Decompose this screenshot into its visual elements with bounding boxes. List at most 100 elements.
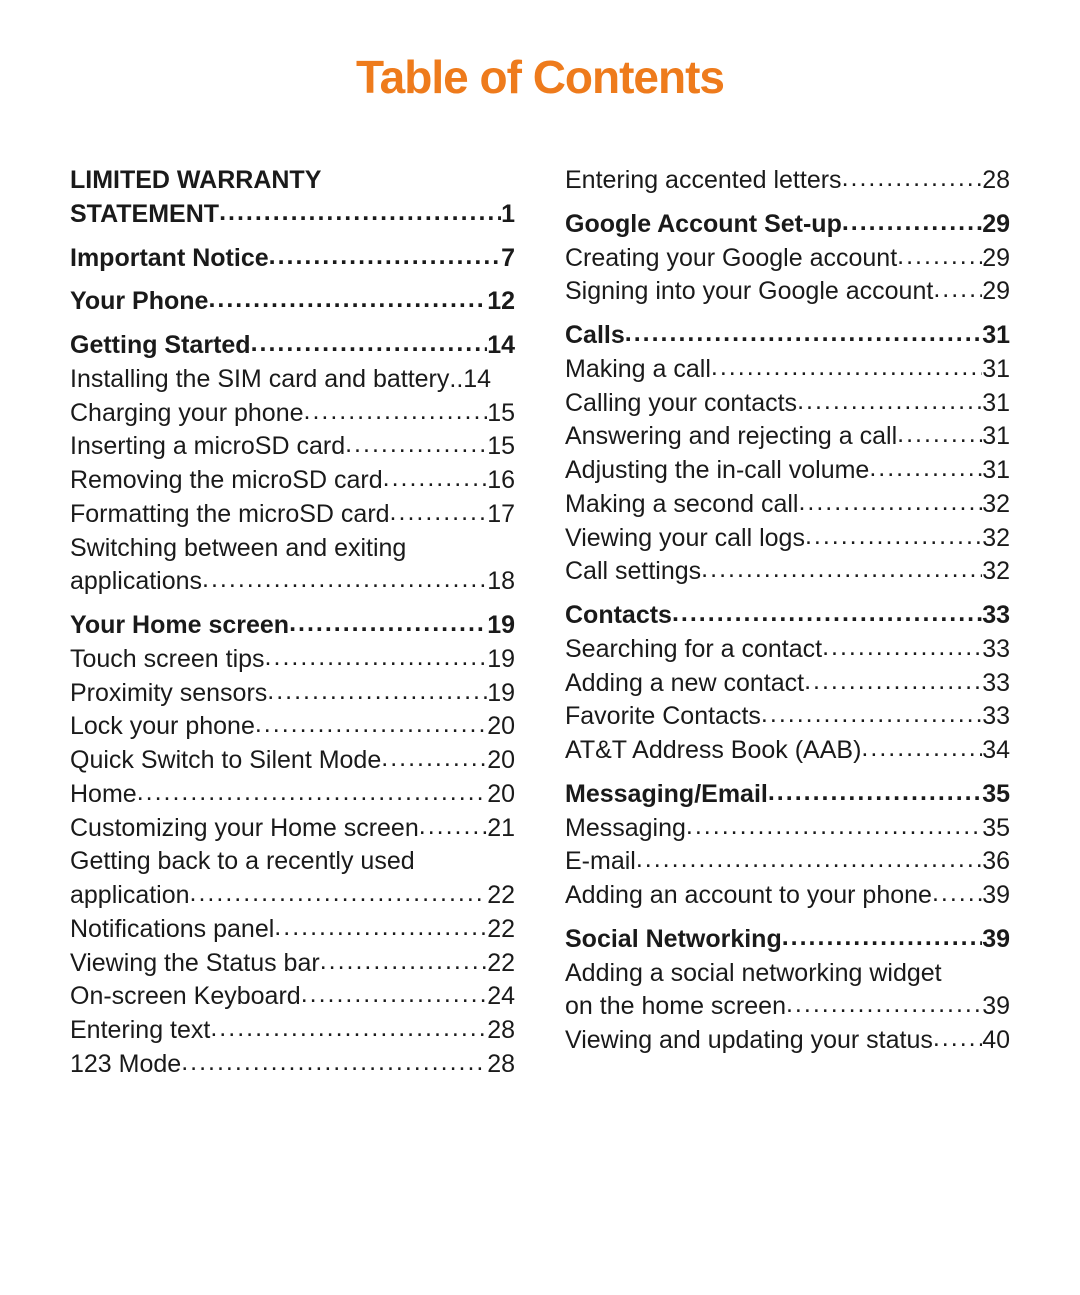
toc-page-number: 31 [982, 319, 1010, 353]
toc-leader [933, 273, 982, 307]
toc-page-number: 22 [487, 913, 515, 947]
toc-label: Adding an account to your phone [565, 879, 932, 913]
toc-leader [320, 945, 487, 979]
toc-leader [208, 283, 487, 317]
toc-page-number: 31 [982, 454, 1010, 488]
toc-label: Notifications panel [70, 913, 274, 947]
toc-page-number: 36 [982, 845, 1010, 879]
toc-page-number: 7 [501, 242, 515, 276]
toc-label: Entering accented letters [565, 164, 842, 198]
toc-label: Charging your phone [70, 397, 304, 431]
toc-item: Adding an account to your phone39 [565, 879, 1010, 913]
toc-leader [202, 563, 487, 597]
toc-section: Entering accented letters 28 [565, 164, 1010, 198]
toc-section: Social Networking 39Adding a social netwo… [565, 923, 1010, 1058]
toc-item: 123 Mode 28 [70, 1048, 515, 1082]
toc-item: Customizing your Home screen21 [70, 812, 515, 846]
toc-label: Adding a new contact [565, 667, 804, 701]
toc-page-number: 29 [982, 208, 1010, 242]
toc-page-number: 24 [487, 980, 515, 1014]
toc-leader [861, 732, 982, 766]
toc-label: Lock your phone [70, 710, 255, 744]
toc-label: application [70, 879, 190, 913]
toc-section-heading: Google Account Set-up29 [565, 208, 1010, 242]
toc-page-number: 32 [982, 522, 1010, 556]
toc-label-line: Switching between and exiting [70, 532, 515, 566]
toc-label: Installing the SIM card and battery [70, 363, 449, 397]
toc-item: Inserting a microSD card 15 [70, 430, 515, 464]
toc-item: On-screen Keyboard24 [70, 980, 515, 1014]
toc-page-number: 20 [487, 744, 515, 778]
toc-page-number: 12 [487, 285, 515, 319]
toc-item: Installing the SIM card and battery..14 [70, 363, 515, 397]
toc-label: 123 Mode [70, 1048, 181, 1082]
toc-page-number: 20 [487, 778, 515, 812]
toc-page-number: 28 [487, 1014, 515, 1048]
toc-page-number: 18 [487, 565, 515, 599]
toc-item: Searching for a contact33 [565, 633, 1010, 667]
toc-label: Removing the microSD card [70, 464, 383, 498]
toc-page-number: 29 [982, 242, 1010, 276]
toc-leader [804, 665, 982, 699]
toc-leader [822, 631, 982, 665]
toc-page-number: 15 [487, 430, 515, 464]
toc-section-heading: Your Phone 12 [70, 285, 515, 319]
page-title: Table of Contents [70, 50, 1010, 104]
toc-label: Signing into your Google account [565, 275, 933, 309]
toc-label: Home [70, 778, 137, 812]
toc-page-number: 35 [982, 778, 1010, 812]
toc-label: Important Notice [70, 242, 269, 276]
toc-section: Your Phone 12 [70, 285, 515, 319]
toc-page-number: 28 [487, 1048, 515, 1082]
toc-label: Calling your contacts [565, 387, 797, 421]
toc-page-number: 19 [487, 609, 515, 643]
toc-item: Making a call31 [565, 353, 1010, 387]
toc-section: LIMITED WARRANTYSTATEMENT1 [70, 164, 515, 232]
toc-page-number: 16 [487, 464, 515, 498]
toc-label: Messaging [565, 812, 686, 846]
toc-leader [672, 597, 982, 631]
toc-label: Proximity sensors [70, 677, 267, 711]
toc-label: Getting Started [70, 329, 251, 363]
toc-label-line: Adding a social networking widget [565, 957, 1010, 991]
toc-section-heading: Getting Started14 [70, 329, 515, 363]
toc-page-number: 33 [982, 700, 1010, 734]
toc-column-left: LIMITED WARRANTYSTATEMENT1 Important Noti… [70, 164, 515, 1092]
toc-page-number: 39 [982, 990, 1010, 1024]
toc-label: Searching for a contact [565, 633, 822, 667]
toc-leader [869, 452, 982, 486]
toc-item: Touch screen tips19 [70, 643, 515, 677]
toc-leader [419, 810, 487, 844]
toc-leader [345, 428, 487, 462]
toc-leader [137, 776, 488, 810]
toc-item: Messaging35 [565, 812, 1010, 846]
toc-leader [265, 641, 488, 675]
toc-label: Your Home screen [70, 609, 289, 643]
toc-item: Adjusting the in-call volume31 [565, 454, 1010, 488]
toc-label: Inserting a microSD card [70, 430, 345, 464]
toc-label: Customizing your Home screen [70, 812, 419, 846]
toc-leader [761, 698, 982, 732]
toc-leader [786, 988, 982, 1022]
toc-section: Contacts 33 Searching for a contact33Addin… [565, 599, 1010, 768]
toc-page-number: 15 [487, 397, 515, 431]
toc-item: AT&T Address Book (AAB)34 [565, 734, 1010, 768]
toc-column-right: Entering accented letters 28 Google Accoun… [565, 164, 1010, 1092]
toc-page-number: 19 [487, 677, 515, 711]
toc-label: Answering and rejecting a call [565, 420, 897, 454]
toc-label: Social Networking [565, 923, 782, 957]
toc-page-number: 31 [982, 353, 1010, 387]
toc-item: Signing into your Google account29 [565, 275, 1010, 309]
toc-label: Your Phone [70, 285, 208, 319]
toc-leader [897, 240, 982, 274]
toc-label: Contacts [565, 599, 672, 633]
toc-page-number: 28 [982, 164, 1010, 198]
toc-label: Quick Switch to Silent Mode [70, 744, 381, 778]
toc-label: Formatting the microSD card [70, 498, 390, 532]
toc-section: Getting Started14Installing the SIM card… [70, 329, 515, 599]
toc-leader [798, 486, 982, 520]
toc-page-number: 32 [982, 488, 1010, 522]
toc-page-number: 22 [487, 947, 515, 981]
toc-leader [251, 327, 488, 361]
toc-leader [390, 496, 488, 530]
